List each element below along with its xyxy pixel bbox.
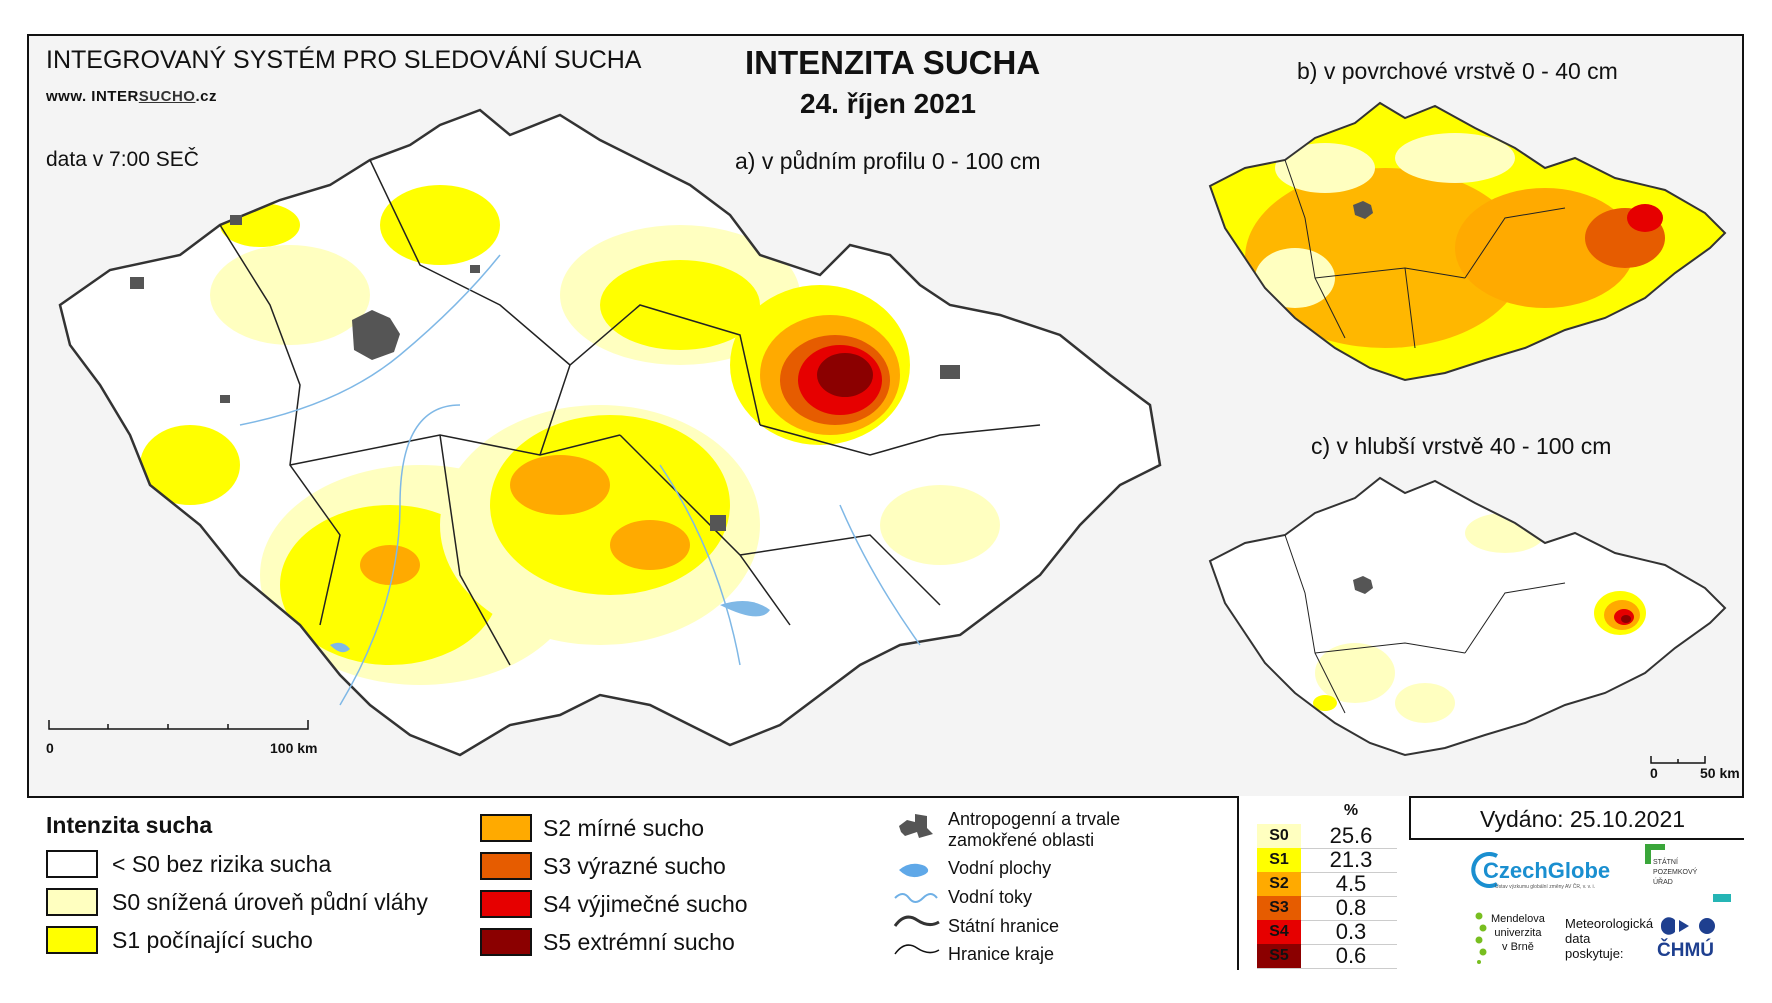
scale-small-start: 0	[1650, 765, 1658, 781]
logos-panel: CzechGlobe Ústav výzkumu globální změny …	[1409, 838, 1744, 972]
meteo-line3: poskytuje:	[1565, 946, 1624, 961]
water-body-icon	[899, 863, 929, 878]
legend-label-below-s0: < S0 bez rizika sucha	[112, 851, 332, 877]
legend-label-s2: S2 mírné sucho	[543, 815, 705, 841]
spu-logo-text: STÁTNÍ POZEMKOVÝ ÚŘAD	[1653, 858, 1697, 888]
scale-small-end: 50 km	[1700, 765, 1740, 781]
map-a-title: a) v půdním profilu 0 - 100 cm	[735, 148, 1041, 174]
mendel-line3: v Brně	[1502, 941, 1534, 953]
scale-bar-small-graphic	[1650, 756, 1706, 764]
stats-class: S1	[1257, 848, 1301, 872]
meteo-data-text: Meteorologická data poskytuje:	[1565, 916, 1653, 961]
mendel-logo-text: Mendelova univerzita v Brně	[1491, 912, 1545, 954]
website-prefix: www. INTER	[46, 88, 139, 105]
swatch-s1	[46, 926, 98, 954]
mendel-logo-icon	[1475, 912, 1487, 964]
scale-bar-small	[1650, 752, 1710, 770]
stats-row: S4 0.3	[1257, 920, 1397, 945]
map-c-title: c) v hlubší vrstvě 40 - 100 cm	[1311, 433, 1612, 459]
region-border-icon	[894, 944, 940, 955]
stats-table: % S0 25.6 S1 21.3 S2 4.5 S3 0.8 S4 0.3 S…	[1237, 796, 1411, 970]
stats-value: 0.6	[1335, 943, 1367, 968]
spu-line2: POZEMKOVÝ	[1653, 869, 1698, 876]
legend-label-s4: S4 výjimečné sucho	[543, 891, 748, 917]
czechglobe-logo-icon	[1471, 852, 1498, 888]
urban-area-icon	[899, 814, 933, 838]
stats-class: S5	[1257, 944, 1301, 968]
stats-class: S2	[1257, 872, 1301, 896]
swatch-s4	[480, 890, 532, 918]
stats-header: %	[1343, 802, 1359, 819]
stats-value: 0.8	[1335, 895, 1367, 920]
scale-bar-main	[48, 718, 318, 736]
meteo-line2: data	[1565, 931, 1591, 946]
czechglobe-logo-subtitle: Ústav výzkumu globální změny AV ČR, v. v…	[1495, 884, 1596, 890]
legend-label-s3: S3 výrazné sucho	[543, 853, 726, 879]
spu-line1: STÁTNÍ	[1653, 859, 1678, 866]
swatch-below-s0	[46, 850, 98, 878]
scale-bar-main-graphic	[48, 720, 309, 730]
stats-row: S5 0.6	[1257, 944, 1397, 969]
swatch-s5	[480, 928, 532, 956]
website-link[interactable]: www. INTERSUCHO.cz	[46, 88, 217, 105]
swatch-s0	[46, 888, 98, 916]
symbol-label-rivers: Vodní toky	[948, 887, 1033, 907]
mendel-line1: Mendelova	[1491, 913, 1545, 925]
swatch-s2	[480, 814, 532, 842]
chmu-logo-text: ČHMÚ	[1657, 940, 1714, 961]
stats-row: S0 25.6	[1257, 824, 1397, 849]
spu-line3: ÚŘAD	[1653, 879, 1673, 886]
stats-class: S0	[1257, 824, 1301, 848]
data-time: data v 7:00 SEČ	[46, 148, 199, 171]
deep-layer-map	[1208, 476, 1727, 757]
symbol-label-state-border: Státní hranice	[948, 916, 1060, 936]
scale-main-end: 100 km	[270, 740, 318, 756]
stats-value: 21.3	[1329, 847, 1373, 872]
symbol-label-region-border: Hranice kraje	[948, 944, 1055, 964]
issued-date: Vydáno: 25.10.2021	[1480, 806, 1686, 832]
mendel-line2: univerzita	[1494, 927, 1542, 939]
scale-main-start: 0	[46, 740, 54, 756]
swatch-s3	[480, 852, 532, 880]
legend-label-s5: S5 extrémní sucho	[543, 929, 735, 955]
stats-value: 25.6	[1329, 823, 1373, 848]
system-title: INTEGROVANÝ SYSTÉM PRO SLEDOVÁNÍ SUCHA	[46, 46, 642, 74]
spu-logo-icon	[1645, 844, 1665, 864]
main-drought-map	[58, 108, 1162, 757]
spu-accent-bar	[1713, 894, 1731, 902]
map-b-title: b) v povrchové vrstvě 0 - 40 cm	[1297, 58, 1618, 84]
state-border-icon	[893, 915, 940, 927]
stats-value: 0.3	[1335, 919, 1367, 944]
stats-row: S1 21.3	[1257, 848, 1397, 873]
czechglobe-logo-text: CzechGlobe	[1483, 858, 1611, 883]
meteo-line1: Meteorologická	[1565, 916, 1654, 931]
legend-title: Intenzita sucha	[46, 812, 213, 838]
map-date: 24. říjen 2021	[800, 88, 976, 119]
surface-layer-map	[1208, 101, 1727, 382]
website-suffix: .cz	[195, 88, 217, 105]
symbol-label-urban: Antropogenní a trvale zamokřené oblasti	[948, 809, 1121, 850]
symbol-label-water-bodies: Vodní plochy	[948, 858, 1052, 878]
main-title: INTENZITA SUCHA	[745, 44, 1041, 81]
legend-label-s0: S0 snížená úroveň půdní vláhy	[112, 889, 428, 915]
river-icon	[894, 893, 938, 903]
legend-label-s1: S1 počínající sucho	[112, 927, 313, 953]
website-underlined: SUCHO	[138, 88, 196, 105]
chmu-logo-icon	[1660, 917, 1715, 935]
stats-class: S4	[1257, 920, 1301, 944]
stats-value: 4.5	[1335, 871, 1367, 896]
stats-row: S2 4.5	[1257, 872, 1397, 897]
stats-class: S3	[1257, 896, 1301, 920]
stats-row: S3 0.8	[1257, 896, 1397, 921]
